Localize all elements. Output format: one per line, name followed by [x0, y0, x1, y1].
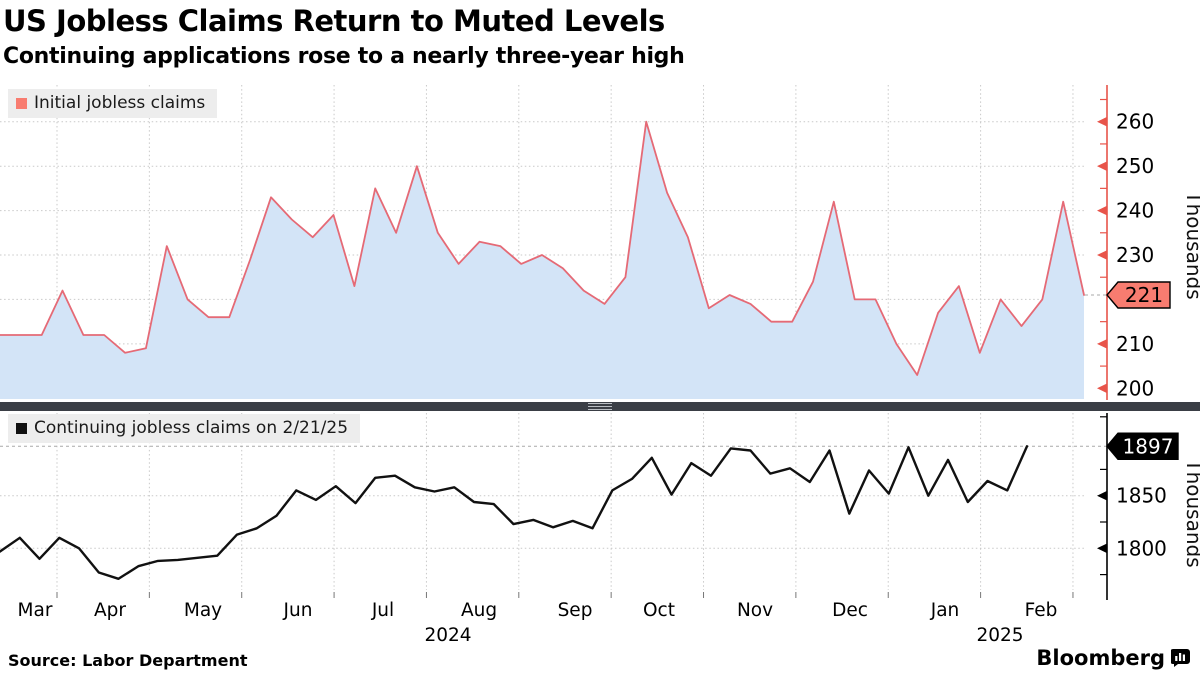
initial-jobless-claims-ytick-label: 240 [1116, 199, 1154, 223]
continuing-jobless-claims-unit-label: Thousands [1182, 458, 1200, 567]
initial-jobless-claims-ytick-label: 230 [1116, 243, 1154, 267]
month-label-may: May [184, 600, 222, 621]
month-label-dec: Dec [832, 600, 868, 621]
initial-jobless-claims-area [0, 121, 1084, 399]
continuing-jobless-claims-ytick-label: 1850 [1116, 484, 1167, 508]
x-axis: Mar Apr May Jun Jul Aug Sep Oct Nov Dec Jan Feb 2024… [18, 592, 1074, 646]
continuing-jobless-claims-badge-text: 1897 [1123, 434, 1174, 458]
bloomberg-branding: Bloomberg [1036, 646, 1190, 670]
tick-arrow-icon [1097, 250, 1107, 260]
initial-jobless-claims-line [0, 120, 1085, 376]
page-title: US Jobless Claims Return to Muted Levels [3, 4, 665, 38]
tick-arrow-icon [1097, 543, 1107, 554]
month-label-mar: Mar [18, 600, 53, 621]
initial-jobless-claims-ytick-label: 260 [1116, 110, 1154, 134]
source-note: Source: Labor Department [8, 651, 248, 670]
month-label-aug: Aug [461, 600, 497, 621]
initial-jobless-claims-ytick-label: 250 [1116, 154, 1154, 178]
month-label-nov: Nov [737, 600, 773, 621]
month-label-apr: Apr [94, 600, 126, 621]
page-subtitle: Continuing applications rose to a nearly… [3, 44, 685, 69]
panel-divider [0, 402, 1200, 411]
tick-arrow-icon [1097, 339, 1107, 349]
initial-jobless-claims-badge-text: 221 [1125, 283, 1163, 307]
tick-arrow-icon [1097, 116, 1107, 127]
tick-arrow-icon [1097, 490, 1107, 501]
bloomberg-wordmark: Bloomberg [1036, 646, 1165, 670]
legend-initial-label: Initial jobless claims [34, 93, 206, 113]
month-label-oct: Oct [643, 600, 675, 621]
continuing-jobless-claims-last-value-badge [1106, 432, 1179, 460]
bloomberg-logo-icon [1171, 649, 1190, 667]
tick-arrow-icon [1097, 383, 1107, 394]
legend-initial-claims[interactable]: Initial jobless claims [8, 89, 218, 118]
panel-initial-jobless-claims: 200 210 230 240 250 260 221 Thousands [0, 85, 1200, 400]
year-label-2024: 2024 [424, 625, 471, 646]
panel-continuing-jobless-claims: 1800 1850 1897 Thousands [0, 413, 1200, 600]
initial-jobless-claims-ytick-label: 200 [1116, 376, 1154, 400]
continuing-jobless-claims-ytick-label: 1800 [1116, 536, 1167, 560]
month-label-sep: Sep [558, 600, 593, 621]
month-label-feb: Feb [1025, 600, 1058, 621]
continuing-jobless-claims-line [0, 445, 1029, 580]
initial-claims-swatch-icon [16, 97, 27, 109]
initial-jobless-claims-unit-label: Thousands [1182, 190, 1200, 299]
continuing-claims-swatch-icon [16, 422, 27, 434]
month-label-jun: Jun [283, 600, 313, 621]
month-label-jul: Jul [371, 600, 394, 621]
legend-continuing-claims[interactable]: Continuing jobless claims on 2/21/25 [8, 414, 361, 443]
tick-arrow-icon [1097, 205, 1107, 216]
initial-jobless-claims-last-value-badge [1106, 281, 1171, 309]
year-label-2025: 2025 [976, 625, 1023, 646]
tick-arrow-icon [1097, 161, 1107, 171]
divider-drag-handle-icon[interactable] [588, 403, 612, 410]
month-label-jan: Jan [930, 600, 960, 621]
legend-continuing-label: Continuing jobless claims on 2/21/25 [34, 418, 349, 438]
initial-jobless-claims-ytick-label: 210 [1116, 332, 1154, 356]
